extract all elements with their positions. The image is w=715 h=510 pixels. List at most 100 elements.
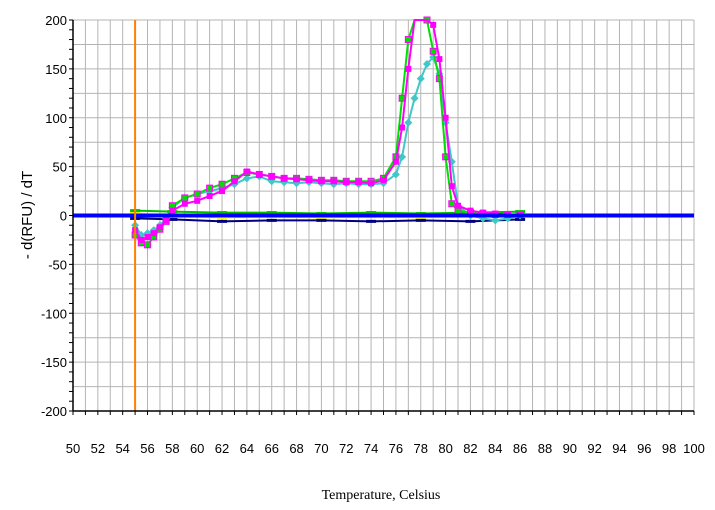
x-tick-label: 54 <box>115 441 129 456</box>
data-point <box>219 188 226 195</box>
data-point <box>217 219 228 223</box>
x-tick-label: 70 <box>314 441 328 456</box>
data-point <box>266 211 277 215</box>
data-point <box>398 152 407 161</box>
x-tick-label: 94 <box>612 441 626 456</box>
x-tick-label: 74 <box>364 441 378 456</box>
data-point <box>366 219 377 223</box>
data-point <box>436 56 443 63</box>
data-point <box>242 174 251 183</box>
series-layer <box>130 16 526 249</box>
x-tick-label: 50 <box>66 441 80 456</box>
reference-lines <box>73 20 694 411</box>
data-point <box>144 241 152 249</box>
data-point <box>415 218 426 222</box>
data-point <box>206 192 213 199</box>
series-line-5 <box>135 217 521 223</box>
data-point <box>404 36 412 44</box>
data-point <box>181 200 188 207</box>
y-tick-label: -50 <box>48 257 67 272</box>
data-point <box>169 207 176 214</box>
x-tick-label: 88 <box>538 441 552 456</box>
y-tick-label: 100 <box>45 111 67 126</box>
x-tick-label: 82 <box>463 441 477 456</box>
data-point <box>330 178 337 185</box>
data-point <box>368 180 375 187</box>
x-tick-label: 60 <box>190 441 204 456</box>
data-point <box>422 59 431 68</box>
data-point <box>448 200 456 208</box>
data-point <box>281 175 288 182</box>
data-point <box>448 183 455 190</box>
data-point <box>218 180 226 188</box>
data-point <box>355 179 362 186</box>
x-tick-label: 84 <box>488 441 502 456</box>
y-tick-label: -200 <box>41 404 67 419</box>
series-line-0 <box>134 19 521 242</box>
y-tick-label: 150 <box>45 62 67 77</box>
data-point <box>316 218 327 222</box>
data-point <box>318 178 325 185</box>
data-point <box>163 217 170 224</box>
data-point <box>416 74 425 83</box>
data-point <box>479 209 486 216</box>
data-point <box>150 230 157 237</box>
y-tick-labels: -200 -150 -100 -50 0 50 100 150 200 <box>41 13 67 419</box>
x-tick-label: 58 <box>165 441 179 456</box>
x-tick-label: 62 <box>215 441 229 456</box>
data-point <box>256 171 263 178</box>
data-point <box>194 197 201 204</box>
x-tick-label: 66 <box>264 441 278 456</box>
data-point <box>404 118 413 127</box>
x-tick-label: 100 <box>683 441 705 456</box>
x-tick-label: 98 <box>662 441 676 456</box>
x-tick-label: 72 <box>339 441 353 456</box>
data-point <box>429 47 437 55</box>
data-point <box>343 179 350 186</box>
x-tick-label: 96 <box>637 441 651 456</box>
data-point <box>156 224 163 231</box>
data-point <box>392 158 399 165</box>
x-tick-label: 52 <box>91 441 105 456</box>
y-tick-label: 200 <box>45 13 67 28</box>
x-tick-label: 86 <box>513 441 527 456</box>
data-point <box>181 194 189 202</box>
data-point <box>442 114 449 121</box>
data-point <box>455 202 462 209</box>
data-point <box>399 124 406 131</box>
data-point <box>491 216 500 225</box>
data-point <box>430 21 437 28</box>
data-point <box>442 153 450 161</box>
data-point <box>266 218 277 222</box>
x-tick-label: 90 <box>563 441 577 456</box>
data-point <box>217 211 228 215</box>
y-axis-label: - d(RFU) / dT <box>19 171 36 259</box>
x-tick-label: 76 <box>389 441 403 456</box>
data-point <box>405 65 412 72</box>
x-tick-label: 56 <box>140 441 154 456</box>
y-tick-label: -100 <box>41 306 67 321</box>
data-point <box>305 177 312 184</box>
data-point <box>193 190 201 198</box>
data-point <box>391 170 400 179</box>
data-point <box>467 207 474 214</box>
data-point <box>167 217 178 221</box>
x-tick-label: 64 <box>240 441 254 456</box>
data-point <box>293 176 300 183</box>
data-point <box>410 94 419 103</box>
axes <box>69 19 695 415</box>
data-point <box>231 178 238 185</box>
data-point <box>380 177 387 184</box>
data-point <box>465 219 476 223</box>
x-tick-label: 78 <box>414 441 428 456</box>
y-tick-label: 0 <box>60 209 67 224</box>
data-point <box>138 236 145 243</box>
data-point <box>206 184 214 192</box>
data-point <box>144 234 151 241</box>
data-point <box>268 173 275 180</box>
x-axis-label: Temperature, Celsius <box>322 488 441 503</box>
data-point <box>366 211 377 215</box>
data-point <box>243 168 250 175</box>
